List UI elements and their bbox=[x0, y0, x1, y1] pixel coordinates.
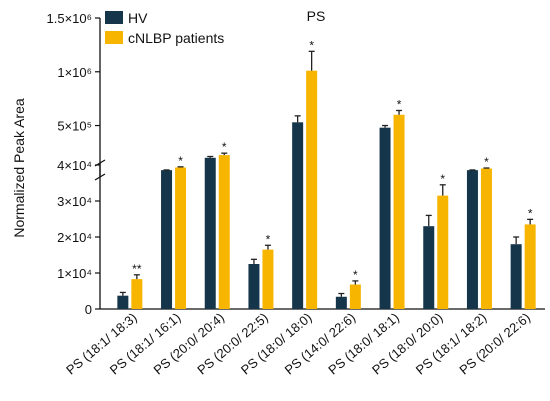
bar-cnlbp bbox=[393, 114, 405, 309]
bar-hv bbox=[204, 157, 216, 309]
bar-hv bbox=[292, 122, 304, 309]
y-tick-label: 3×10⁴ bbox=[57, 194, 92, 209]
y-tick-label: 1×10⁴ bbox=[57, 266, 92, 281]
significance-marker: * bbox=[178, 154, 183, 168]
significance-marker: * bbox=[397, 97, 402, 111]
legend-swatch-cnlbp bbox=[105, 31, 123, 44]
bar-cnlbp bbox=[349, 284, 361, 309]
bar-cnlbp bbox=[175, 167, 187, 309]
significance-marker: ** bbox=[132, 262, 142, 276]
significance-marker: * bbox=[440, 172, 445, 186]
significance-marker: * bbox=[528, 206, 533, 220]
bar-hv bbox=[117, 295, 129, 309]
bar-cnlbp bbox=[437, 195, 449, 309]
y-tick-label: 4×10⁴ bbox=[57, 158, 92, 173]
legend-swatch-hv bbox=[105, 11, 123, 24]
bar-hv bbox=[510, 244, 522, 309]
y-tick-label: 1×10⁶ bbox=[57, 65, 92, 80]
legend: HV cNLBP patients bbox=[105, 10, 224, 46]
bar-hv bbox=[379, 127, 391, 309]
y-axis-label: Normalized Peak Area bbox=[11, 98, 27, 238]
axes: 0 1×10⁴ 2×10⁴ 3×10⁴ 4×10⁴ 5×10⁵ 1×10⁶ 1.5×10⁶ bbox=[47, 11, 545, 317]
bar-hv bbox=[161, 170, 173, 309]
bar-cnlbp bbox=[306, 70, 318, 310]
bars: *********** bbox=[117, 38, 536, 310]
y-tick-label: 5×10⁵ bbox=[57, 119, 92, 134]
significance-marker: * bbox=[309, 38, 314, 52]
bar-cnlbp bbox=[218, 155, 230, 309]
axis-break-mark bbox=[94, 173, 106, 181]
bar-cnlbp bbox=[262, 249, 274, 309]
significance-marker: * bbox=[266, 232, 271, 246]
chart-title: PS bbox=[307, 8, 326, 24]
y-tick-label: 1.5×10⁶ bbox=[47, 11, 92, 26]
bar-cnlbp bbox=[131, 279, 143, 309]
y-tick-label: 0 bbox=[85, 302, 92, 317]
legend-label-hv: HV bbox=[128, 10, 148, 26]
y-tick-label: 2×10⁴ bbox=[57, 230, 92, 245]
bar-cnlbp bbox=[524, 224, 536, 309]
significance-marker: * bbox=[484, 155, 489, 169]
legend-label-cnlbp: cNLBP patients bbox=[128, 30, 224, 46]
bar-hv bbox=[466, 170, 478, 309]
bar-cnlbp bbox=[480, 168, 492, 309]
significance-marker: * bbox=[353, 268, 358, 282]
bar-hv bbox=[248, 264, 260, 309]
bar-hv bbox=[423, 226, 435, 309]
x-tick-labels: PS (18:1/ 18:3)PS (18:1/ 16:1)PS (20:0/ … bbox=[63, 310, 533, 378]
bar-hv bbox=[335, 296, 347, 309]
significance-marker: * bbox=[222, 140, 227, 154]
